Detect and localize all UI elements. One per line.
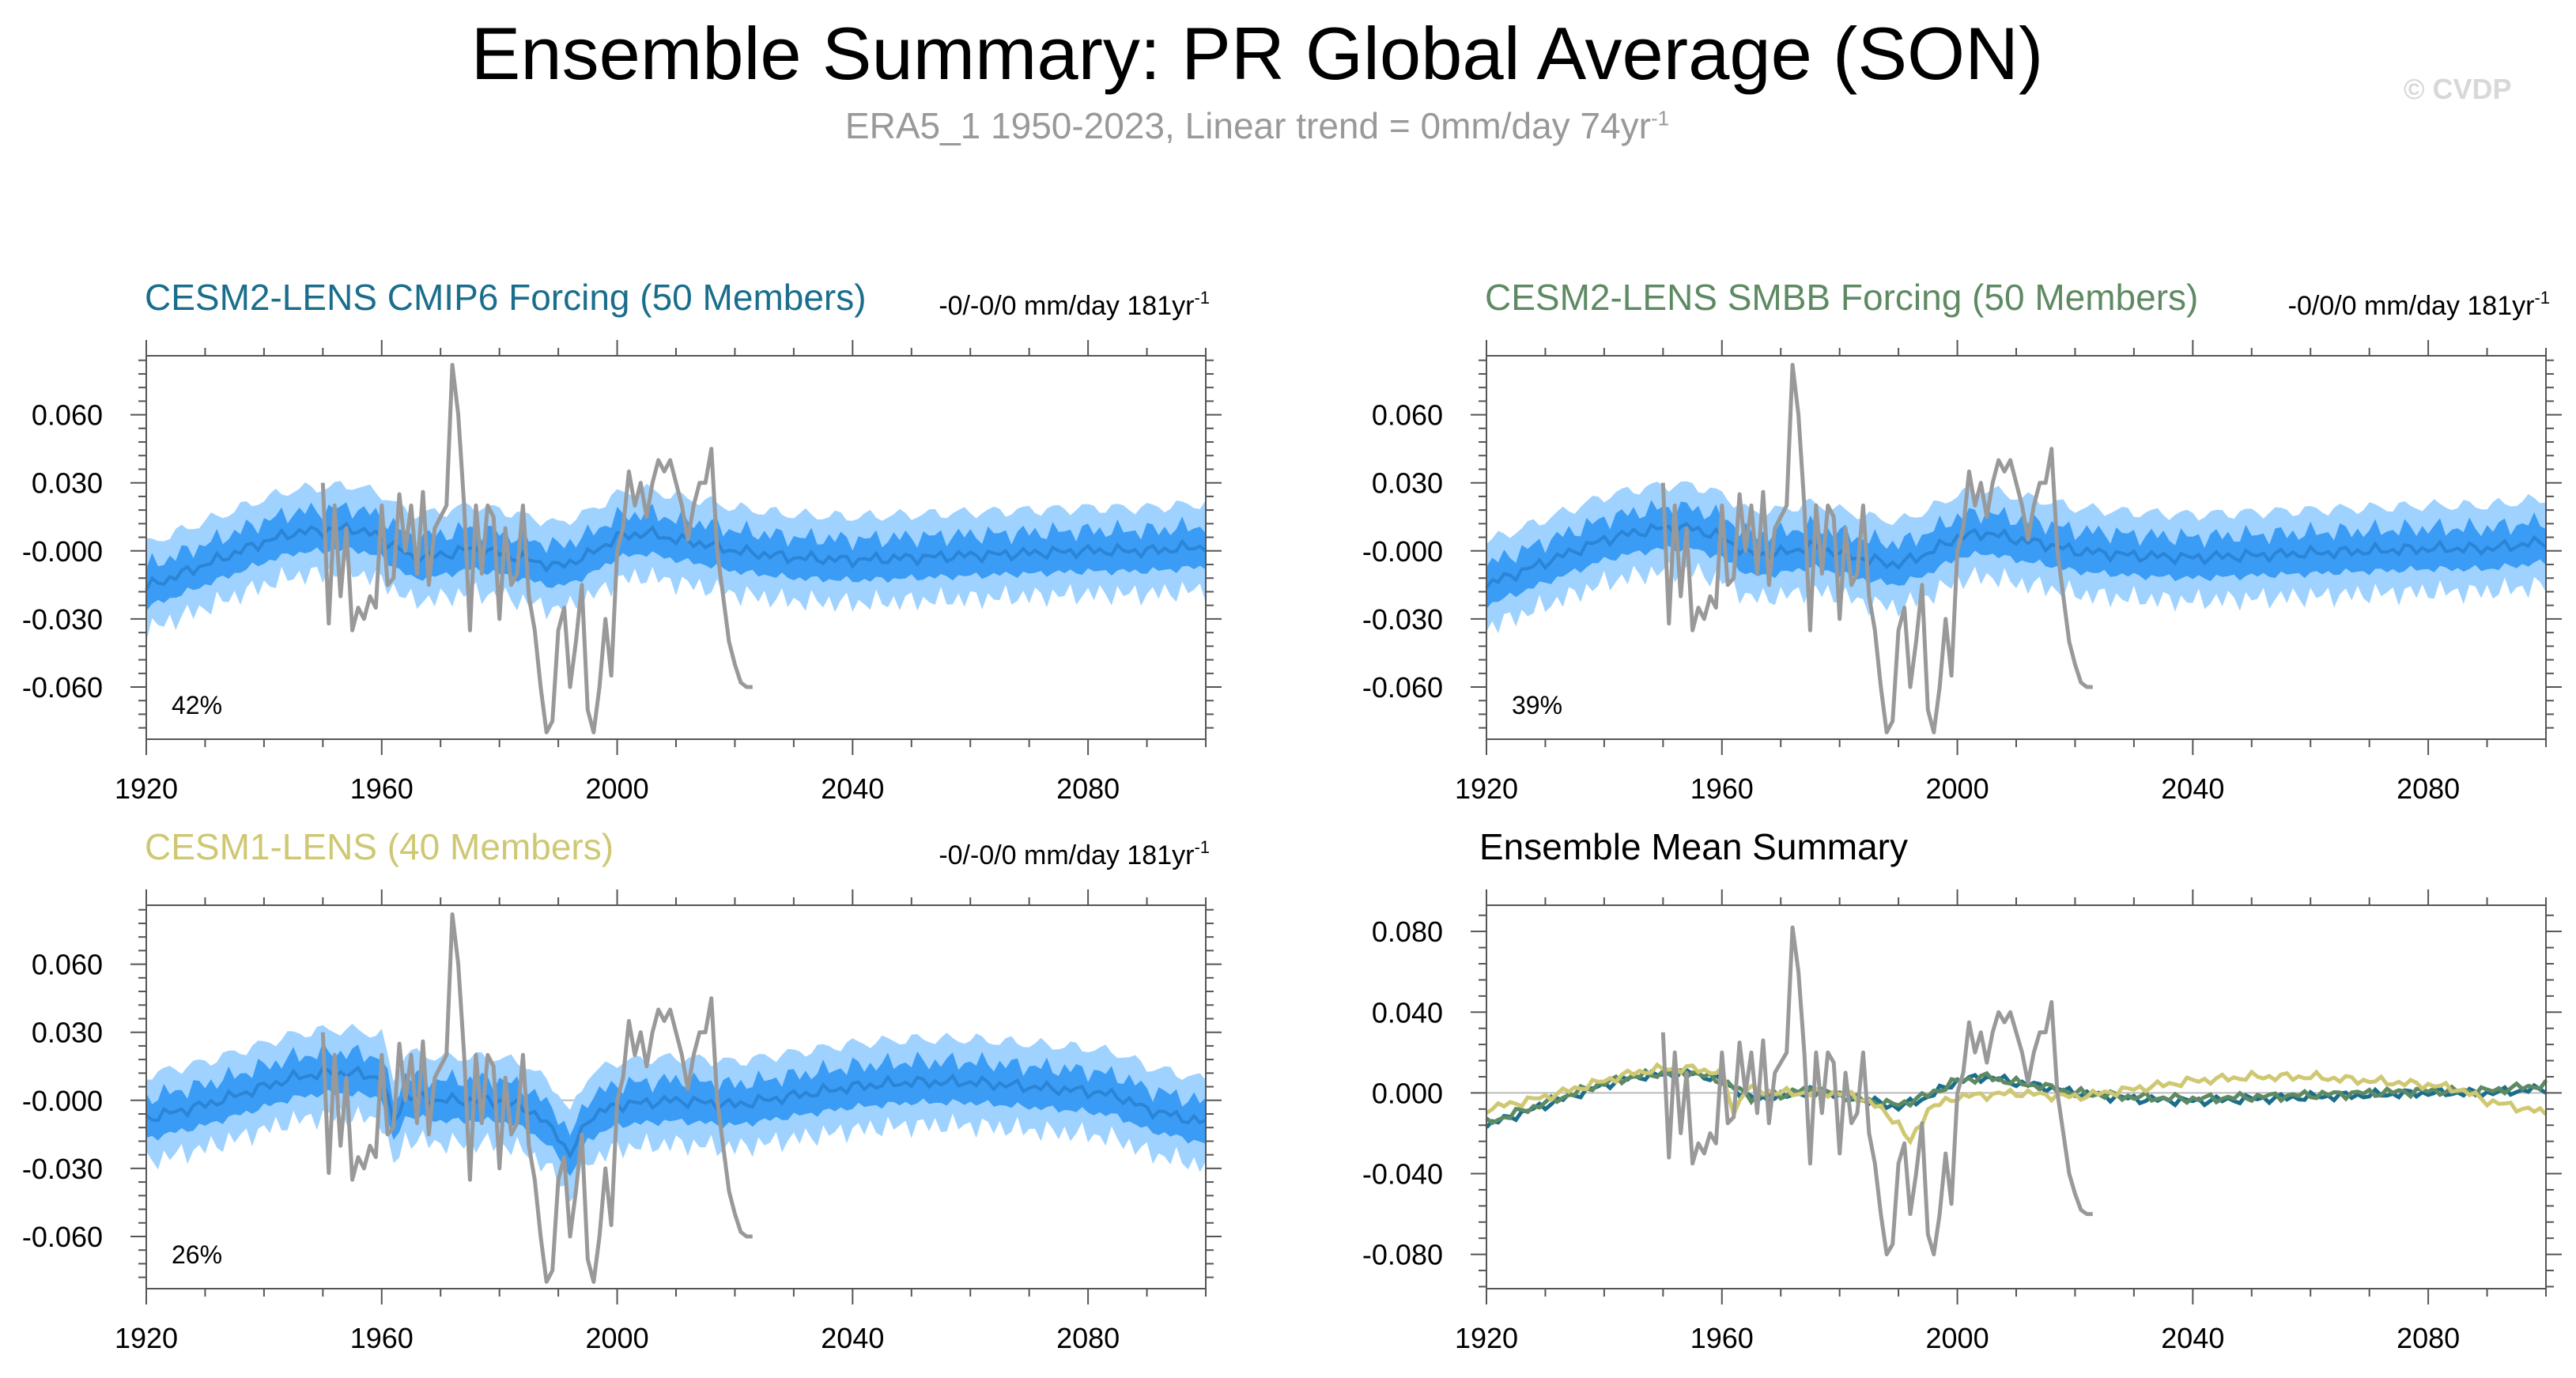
y-tick-label: -0.000 [1362, 535, 1443, 568]
x-tick-label: 1960 [1690, 772, 1754, 805]
y-tick-label: 0.000 [1372, 1077, 1443, 1109]
x-tick-label: 1920 [115, 772, 178, 805]
percent-label: 42% [172, 691, 222, 719]
panel-title: Ensemble Mean Summary [1479, 826, 1908, 867]
y-tick-label: -0.000 [22, 535, 103, 568]
percent-label: 26% [172, 1240, 222, 1269]
y-tick-label: -0.060 [1362, 671, 1443, 704]
ensemble-mean-line [145, 521, 1207, 591]
y-tick-label: -0.030 [22, 603, 103, 636]
observed-line [1660, 363, 2093, 734]
ensemble-mean-line-1 [1485, 1067, 2548, 1129]
y-tick-label: -0.030 [22, 1153, 103, 1185]
y-tick-label: -0.060 [22, 1221, 103, 1253]
y-tick-label: 0.060 [32, 399, 103, 432]
x-tick-label: 1960 [1690, 1322, 1754, 1354]
x-tick-label: 2040 [2161, 1322, 2224, 1354]
credit-watermark: © CVDP [2404, 73, 2512, 105]
observed-line [320, 912, 753, 1284]
y-tick-label: -0.040 [1362, 1158, 1443, 1191]
subtitle-sup: -1 [1650, 106, 1670, 130]
spread-band-25-75 [146, 502, 1206, 611]
figure-subtitle: ERA5_1 1950-2023, Linear trend = 0mm/day… [0, 104, 2514, 147]
trend-value: -0/0/0 mm/day 181yr [2288, 291, 2535, 321]
y-tick-label: 0.040 [1372, 996, 1443, 1029]
x-tick-label: 2040 [821, 1322, 884, 1354]
x-tick-label: 1920 [1455, 1322, 1518, 1354]
x-tick-label: 2080 [2397, 772, 2460, 805]
x-tick-label: 1960 [350, 772, 414, 805]
trend-value: -0/-0/0 mm/day 181yr [939, 291, 1194, 321]
y-tick-label: 0.060 [1372, 399, 1443, 432]
subtitle-text: ERA5_1 1950-2023, Linear trend = 0mm/day… [844, 105, 1651, 146]
x-tick-label: 1920 [115, 1322, 178, 1354]
x-tick-label: 1960 [350, 1322, 414, 1354]
observed-line [320, 363, 753, 734]
trend-value: -0/-0/0 mm/day 181yr [939, 840, 1194, 870]
x-tick-label: 2000 [1926, 1322, 1989, 1354]
observed-line [1660, 925, 2093, 1257]
y-tick-label: 0.030 [1372, 467, 1443, 500]
x-tick-label: 2040 [2161, 772, 2224, 805]
spread-band-25-75 [146, 1041, 1206, 1176]
x-tick-label: 2080 [1056, 772, 1120, 805]
panel-trend-text: -0/0/0 mm/day 181yr-1 [2288, 288, 2550, 321]
trend-sup: -1 [1194, 288, 1210, 308]
y-tick-label: -0.060 [22, 671, 103, 704]
x-tick-label: 2080 [2397, 1322, 2460, 1354]
panel-trend-text: -0/-0/0 mm/day 181yr-1 [939, 288, 1210, 321]
figure-title: Ensemble Summary: PR Global Average (SON… [470, 12, 2044, 95]
chart-panel-1: CESM2-LENS CMIP6 Forcing (50 Members) -0/… [22, 277, 1222, 805]
y-tick-label: 0.030 [32, 467, 103, 500]
chart-panel-4: Ensemble Mean Summary 1920 1960 2000 2040 208… [1362, 826, 2562, 1354]
x-tick-label: 2000 [586, 772, 649, 805]
panel-trend-text: -0/-0/0 mm/day 181yr-1 [939, 837, 1210, 870]
x-tick-label: 2000 [1926, 772, 1989, 805]
y-tick-label: 0.030 [32, 1017, 103, 1049]
y-tick-label: 0.060 [32, 949, 103, 981]
panel-title: CESM2-LENS SMBB Forcing (50 Members) [1485, 277, 2198, 318]
x-tick-label: 1920 [1455, 772, 1518, 805]
panel-title: CESM2-LENS CMIP6 Forcing (50 Members) [145, 277, 867, 318]
y-tick-label: -0.000 [22, 1085, 103, 1117]
x-tick-label: 2040 [821, 772, 884, 805]
y-tick-label: -0.080 [1362, 1239, 1443, 1271]
percent-label: 39% [1512, 691, 1562, 719]
y-tick-label: 0.080 [1372, 916, 1443, 948]
trend-sup: -1 [1194, 837, 1210, 857]
chart-panel-2: CESM2-LENS SMBB Forcing (50 Members) -0/0… [1362, 277, 2562, 805]
chart-panel-3: CESM1-LENS (40 Members) -0/-0/0 mm/day 18… [22, 826, 1222, 1354]
trend-sup: -1 [2534, 288, 2550, 308]
y-tick-label: -0.030 [1362, 603, 1443, 636]
x-tick-label: 2000 [586, 1322, 649, 1354]
x-tick-label: 2080 [1056, 1322, 1120, 1354]
panel-title: CESM1-LENS (40 Members) [145, 826, 614, 867]
spread-band-25-75 [1486, 500, 2546, 610]
